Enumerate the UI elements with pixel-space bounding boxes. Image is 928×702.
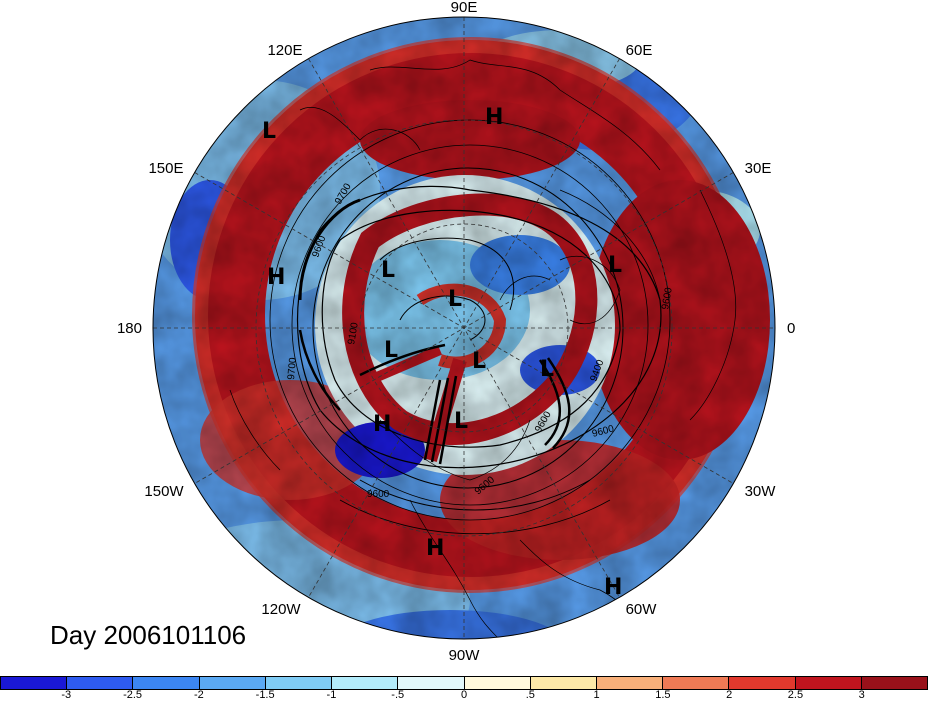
colorbar-segment [133, 677, 200, 689]
colorbar-segment [596, 677, 664, 689]
lon-label-120e: 120E [267, 42, 302, 59]
graticule [153, 17, 775, 639]
colorbar-tick-label: 2.5 [787, 689, 804, 701]
colorbar-segment [861, 677, 928, 689]
day-title: Day 2006101106 [50, 620, 247, 650]
lon-label-30w: 30W [745, 483, 777, 500]
height-contours [269, 119, 671, 535]
colorbar-tick-label: 3 [858, 689, 865, 701]
colorbar-segment [1, 677, 68, 689]
colorbar-tick-label: -.5 [391, 689, 405, 701]
high-center-label: H [604, 575, 622, 600]
colorbar-tick-label: 2 [726, 689, 733, 701]
colorbar-segment [398, 677, 465, 689]
contour-label: 9600 [660, 286, 675, 310]
high-center-label: H [485, 105, 503, 130]
colorbar-segment [464, 677, 531, 689]
colorbar-segment [199, 677, 266, 689]
contour-label: 9700 [286, 357, 299, 381]
low-center-label: L [384, 338, 398, 363]
lon-label-180: 180 [117, 320, 142, 337]
map-boundary [152, 16, 776, 640]
high-center-label: H [267, 265, 285, 290]
colorbar-segment [795, 677, 862, 689]
high-center-label: H [426, 536, 444, 561]
colorbar-segment [332, 677, 399, 689]
colorbar-labels: -3 -2.5 -2 -1.5 -1 -.5 0 .5 1 1.5 2 2.5 … [0, 689, 928, 702]
colorbar-tick-label: -2 [193, 689, 204, 701]
low-center-label: L [608, 253, 622, 278]
low-center-label: L [472, 349, 486, 374]
lon-label-150w: 150W [144, 483, 184, 500]
lon-label-30e: 30E [745, 160, 772, 177]
lon-label-0: 0 [787, 320, 795, 337]
colorbar-tick-label: -1.5 [255, 689, 275, 701]
colorbar-tick-label: -1 [326, 689, 337, 701]
longitude-labels: 90E 60E 30E 0 30W 60W 90W 120W 150W 180 … [117, 0, 795, 664]
low-center-label: L [381, 258, 395, 283]
colorbar-tick-label: 0 [460, 689, 468, 701]
lon-label-60e: 60E [626, 42, 653, 59]
shaded-field [153, 17, 775, 639]
low-center-label: L [448, 287, 462, 312]
colorbar-segment [663, 677, 730, 689]
lon-label-90e: 90E [451, 0, 478, 16]
pressure-centers: H L H L L L L L L L H H H [262, 105, 622, 600]
lon-label-90w: 90W [449, 647, 481, 664]
contour-label: 9600 [367, 489, 390, 500]
colorbar-tick-label: -2.5 [123, 689, 143, 701]
colorbar [0, 676, 928, 690]
contour-label: 9100 [346, 321, 361, 345]
low-center-label: L [262, 119, 276, 144]
colorbar-segment [729, 677, 796, 689]
colorbar-tick-label: 1 [593, 689, 600, 701]
colorbar-segment [265, 677, 333, 689]
colorbar-tick-label: .5 [525, 689, 535, 701]
lon-label-120w: 120W [261, 601, 301, 618]
colorbar-segment [530, 677, 597, 689]
colorbar-segment [67, 677, 134, 689]
low-center-label: L [540, 357, 554, 382]
colorbar-tick-label: 1.5 [655, 689, 671, 701]
low-center-label: L [454, 409, 468, 434]
colorbar-tick-label: -3 [61, 689, 72, 701]
lon-label-60w: 60W [626, 601, 658, 618]
high-center-label: H [373, 412, 391, 437]
polar-stereographic-map: 9700 9600 9100 9700 9600 9400 9600 9600 … [117, 0, 795, 664]
lon-label-150e: 150E [148, 160, 183, 177]
